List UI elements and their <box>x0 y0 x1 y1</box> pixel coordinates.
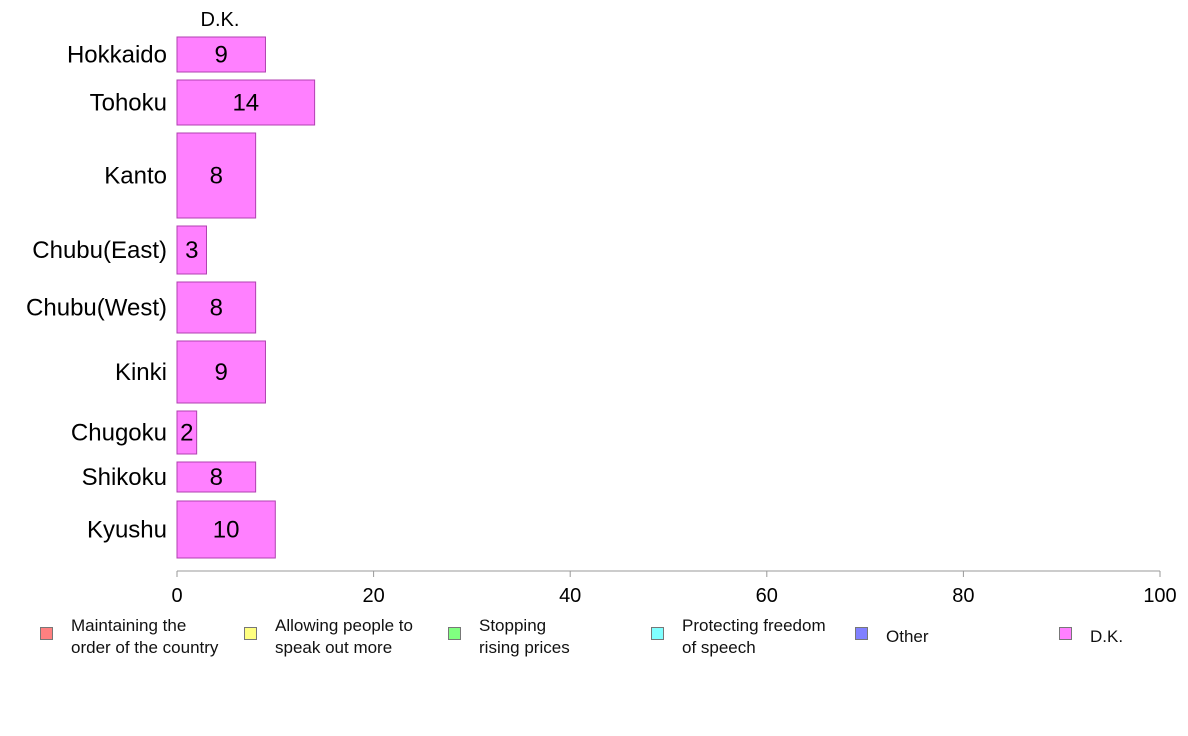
bar-chart: D.K. Hokkaido 9 Tohoku 14 Kanto 8 Chubu(East) 3… <box>26 9 1177 607</box>
bar <box>176 36 266 73</box>
bar <box>176 500 276 559</box>
legend-swatch <box>244 627 257 640</box>
value-label: 8 <box>210 295 223 322</box>
legend-label: Maintaining the order of the country <box>71 616 219 657</box>
category-label: Kinki <box>115 359 167 386</box>
category-label: Shikoku <box>82 464 167 491</box>
bar <box>176 132 257 219</box>
value-label: 10 <box>213 517 240 544</box>
x-tick-label: 40 <box>559 585 581 607</box>
x-tick-label: 100 <box>1143 585 1176 607</box>
legend-label: Allowing people to speak out more <box>275 616 413 657</box>
x-tick-label: 80 <box>952 585 974 607</box>
bar <box>176 410 198 455</box>
legend-item: Maintaining the order of the country <box>40 615 218 659</box>
category-label: Hokkaido <box>67 42 167 69</box>
legend-label: D.K. <box>1090 627 1124 646</box>
x-tick-label: 20 <box>362 585 384 607</box>
value-label: 3 <box>185 237 198 264</box>
category-label: Chubu(East) <box>32 237 167 264</box>
value-label: 14 <box>232 90 259 117</box>
legend: Maintaining the order of the country Allo… <box>0 615 1188 675</box>
bar <box>176 340 266 404</box>
legend-item: Stopping rising prices <box>448 615 570 659</box>
bar <box>176 79 316 126</box>
legend-swatch <box>651 627 664 640</box>
category-label: Kanto <box>104 163 167 190</box>
value-label: 8 <box>210 163 223 190</box>
value-label: 2 <box>180 420 193 447</box>
legend-swatch <box>448 627 461 640</box>
series-header-label: D.K. <box>201 9 240 31</box>
legend-label: Protecting freedom of speech <box>682 616 826 657</box>
x-tick-label: 0 <box>171 585 182 607</box>
legend-item: Allowing people to speak out more <box>244 615 413 659</box>
legend-label: Other <box>886 627 929 646</box>
category-label: Kyushu <box>87 517 167 544</box>
x-tick-label: 60 <box>756 585 778 607</box>
category-label: Chugoku <box>71 420 167 447</box>
bar <box>176 461 257 493</box>
legend-swatch <box>1059 627 1072 640</box>
bar <box>176 281 257 334</box>
category-label: Chubu(West) <box>26 295 167 322</box>
legend-item: Other <box>855 615 929 648</box>
value-label: 8 <box>210 464 223 491</box>
legend-swatch <box>855 627 868 640</box>
legend-label: Stopping rising prices <box>479 616 570 657</box>
bar <box>176 225 207 275</box>
legend-swatch <box>40 627 53 640</box>
value-label: 9 <box>215 42 228 69</box>
legend-item: D.K. <box>1059 615 1123 648</box>
legend-item: Protecting freedom of speech <box>651 615 826 659</box>
category-label: Tohoku <box>90 90 167 117</box>
value-label: 9 <box>215 359 228 386</box>
